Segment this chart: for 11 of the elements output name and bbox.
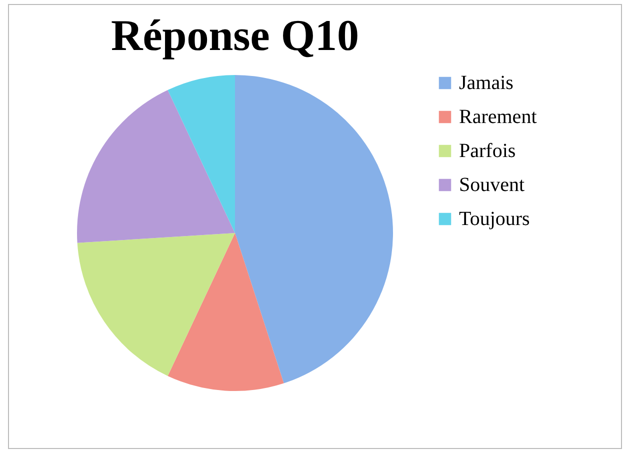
chart-title: Réponse Q10	[110, 11, 360, 60]
legend-label: Souvent	[459, 174, 525, 196]
legend-label: Parfois	[459, 140, 516, 162]
pie-slice	[77, 90, 235, 243]
pie-slice	[77, 233, 235, 376]
pie-slice	[168, 233, 284, 391]
pie-slice	[168, 75, 235, 233]
legend-label: Rarement	[459, 106, 538, 128]
legend-label: Toujours	[459, 208, 530, 230]
legend-label: Jamais	[459, 72, 514, 94]
pie-slice	[235, 75, 393, 384]
